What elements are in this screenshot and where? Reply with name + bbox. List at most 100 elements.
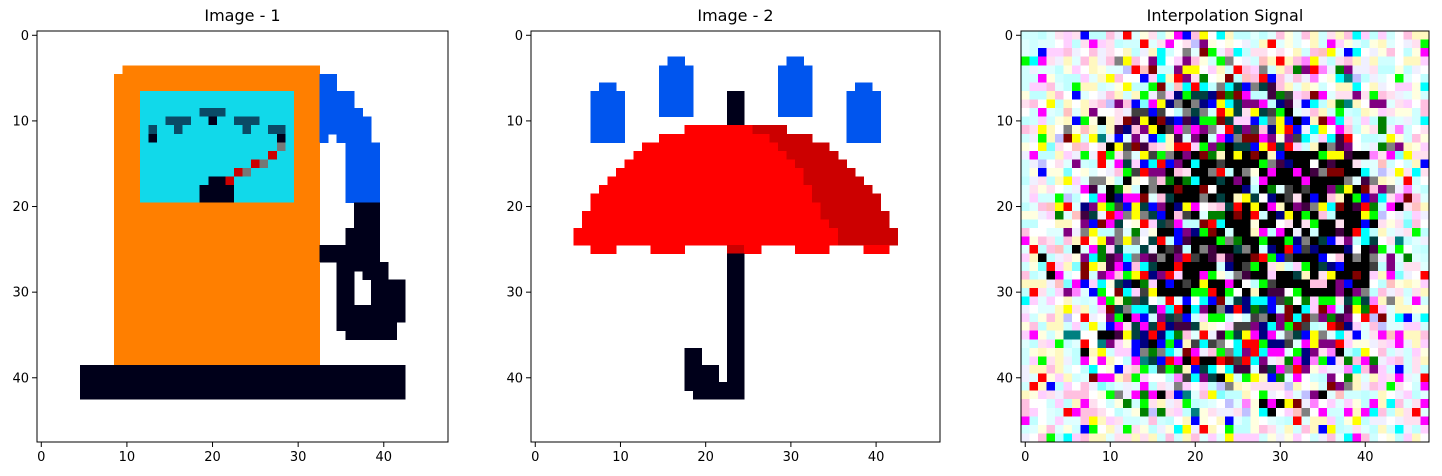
pixel-cell xyxy=(675,65,685,75)
pixel-cell xyxy=(1242,82,1251,92)
pixel-cell xyxy=(131,236,141,246)
pixel-cell xyxy=(1114,168,1124,178)
pixel-cell xyxy=(709,176,719,186)
pixel-cell xyxy=(1259,150,1268,160)
pixel-cell xyxy=(1259,193,1268,203)
pixel-cell xyxy=(692,364,702,374)
pixel-cell xyxy=(276,382,286,392)
pixel-cell xyxy=(1284,416,1294,426)
pixel-cell xyxy=(1369,56,1379,66)
pixel-cell xyxy=(1344,48,1353,58)
pixel-cell xyxy=(1106,262,1115,272)
pixel-cell xyxy=(1284,159,1294,169)
pixel-cell xyxy=(345,262,355,272)
pixel-cell xyxy=(1208,159,1217,169)
pixel-cell xyxy=(1216,193,1226,203)
pixel-cell xyxy=(1225,245,1234,255)
pixel-cell xyxy=(624,202,634,212)
pixel-cell xyxy=(726,90,736,100)
pixel-cell xyxy=(786,185,796,195)
pixel-cell xyxy=(1250,56,1260,66)
pixel-cell xyxy=(1106,73,1115,83)
pixel-cell xyxy=(616,202,626,212)
pixel-cell xyxy=(1327,313,1336,323)
pixel-cell xyxy=(1114,305,1124,315)
pixel-cell xyxy=(182,279,192,289)
pixel-cell xyxy=(1369,202,1379,212)
pixel-cell xyxy=(1267,31,1277,41)
pixel-cell xyxy=(1191,202,1200,212)
pixel-cell xyxy=(122,219,132,229)
pixel-cell xyxy=(165,279,175,289)
pixel-cell xyxy=(1420,150,1430,160)
pixel-cell xyxy=(1395,176,1404,186)
pixel-cell xyxy=(122,347,132,357)
pixel-cell xyxy=(165,65,175,75)
pixel-cell xyxy=(1395,133,1404,143)
pixel-cell xyxy=(1097,133,1107,143)
pixel-cell xyxy=(1199,416,1209,426)
pixel-cell xyxy=(1386,287,1396,297)
pixel-cell xyxy=(1225,262,1234,272)
pixel-cell xyxy=(233,99,243,109)
pixel-cell xyxy=(1361,116,1370,126)
pixel-cell xyxy=(726,236,736,246)
pixel-cell xyxy=(1293,390,1302,400)
pixel-cell xyxy=(208,305,218,315)
pixel-cell xyxy=(599,185,609,195)
pixel-cell xyxy=(1174,142,1183,152)
pixel-cell xyxy=(1182,245,1192,255)
pixel-cell xyxy=(658,185,668,195)
pixel-cell xyxy=(1259,279,1268,289)
pixel-cell xyxy=(148,116,158,126)
pixel-cell xyxy=(1403,424,1413,434)
pixel-cell xyxy=(1250,433,1260,443)
pixel-cell xyxy=(216,270,226,280)
pixel-cell xyxy=(1225,99,1234,109)
pixel-cell xyxy=(1242,133,1251,143)
pixel-cell xyxy=(1335,330,1345,340)
pixel-cell xyxy=(667,108,677,118)
pixel-cell xyxy=(353,142,363,152)
pixel-cell xyxy=(1378,31,1387,41)
pixel-cell xyxy=(1267,330,1277,340)
pixel-cell xyxy=(1386,48,1396,58)
pixel-cell xyxy=(1029,279,1039,289)
pixel-cell xyxy=(293,82,303,92)
pixel-cell xyxy=(812,159,822,169)
pixel-cell xyxy=(216,65,226,75)
pixel-cell xyxy=(1208,313,1217,323)
pixel-cell xyxy=(165,159,175,169)
pixel-cell xyxy=(311,159,321,169)
pixel-cell xyxy=(1378,305,1387,315)
pixel-cell xyxy=(1080,185,1090,195)
pixel-cell xyxy=(268,210,278,220)
pixel-cell xyxy=(1242,364,1251,374)
pixel-cell xyxy=(1327,125,1336,135)
pixel-cell xyxy=(1233,159,1243,169)
pixel-cell xyxy=(1369,313,1379,323)
pixel-cell xyxy=(599,90,609,100)
pixel-cell xyxy=(658,202,668,212)
pixel-cell xyxy=(1310,424,1319,434)
pixel-cell xyxy=(1208,356,1217,366)
pixel-cell xyxy=(1029,339,1039,349)
pixel-cell xyxy=(1344,168,1353,178)
pixel-cell xyxy=(1301,390,1311,400)
pixel-cell xyxy=(1038,48,1047,58)
pixel-cell xyxy=(1293,73,1302,83)
pixel-cell xyxy=(370,322,380,332)
pixel-cell xyxy=(1174,65,1183,75)
pixel-cell xyxy=(148,108,158,118)
pixel-cell xyxy=(1131,287,1141,297)
pixel-cell xyxy=(1038,364,1047,374)
pixel-cell xyxy=(863,245,873,255)
pixel-cell xyxy=(1344,399,1353,409)
pixel-cell xyxy=(1055,330,1064,340)
pixel-cell xyxy=(880,236,890,246)
pixel-cell xyxy=(1191,142,1200,152)
pixel-cell xyxy=(820,236,830,246)
pixel-cell xyxy=(1029,48,1039,58)
pixel-cell xyxy=(1123,150,1132,160)
pixel-cell xyxy=(854,133,864,143)
